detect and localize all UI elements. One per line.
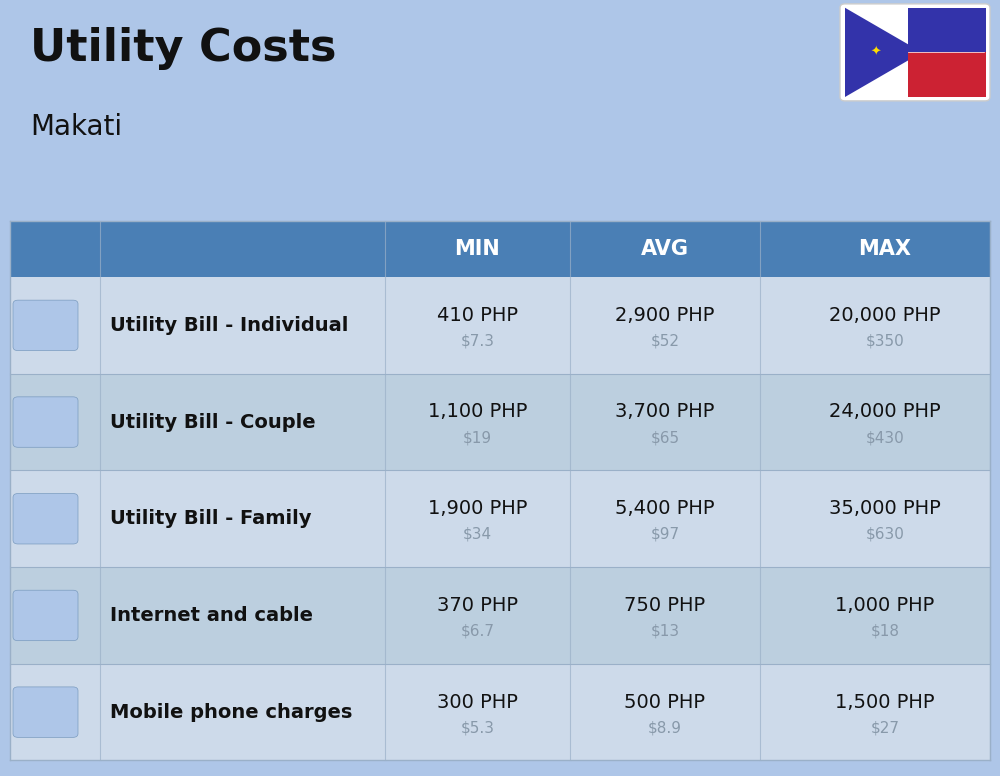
Text: $97: $97: [650, 527, 680, 542]
Text: $6.7: $6.7: [460, 623, 494, 639]
Text: $5.3: $5.3: [460, 720, 494, 735]
Text: Mobile phone charges: Mobile phone charges: [110, 702, 352, 722]
Text: MAX: MAX: [858, 239, 912, 259]
Text: Utility Bill - Family: Utility Bill - Family: [110, 509, 312, 528]
Text: ✦: ✦: [871, 46, 881, 59]
Text: 2,900 PHP: 2,900 PHP: [615, 306, 715, 325]
Text: 410 PHP: 410 PHP: [437, 306, 518, 325]
Text: AVG: AVG: [641, 239, 689, 259]
FancyBboxPatch shape: [13, 397, 78, 447]
Text: 1,100 PHP: 1,100 PHP: [428, 403, 527, 421]
Text: 1,900 PHP: 1,900 PHP: [428, 499, 527, 518]
Text: Utility Bill - Individual: Utility Bill - Individual: [110, 316, 348, 335]
Text: Utility Bill - Couple: Utility Bill - Couple: [110, 413, 316, 431]
Text: 3,700 PHP: 3,700 PHP: [615, 403, 715, 421]
FancyBboxPatch shape: [13, 591, 78, 641]
Text: 750 PHP: 750 PHP: [624, 596, 706, 615]
FancyBboxPatch shape: [908, 53, 986, 97]
Text: 20,000 PHP: 20,000 PHP: [829, 306, 941, 325]
Text: $18: $18: [870, 623, 900, 639]
Text: Makati: Makati: [30, 113, 122, 140]
FancyBboxPatch shape: [10, 277, 990, 374]
Text: Internet and cable: Internet and cable: [110, 606, 313, 625]
Polygon shape: [845, 8, 922, 97]
Text: $350: $350: [866, 334, 904, 348]
Text: $13: $13: [650, 623, 680, 639]
FancyBboxPatch shape: [13, 300, 78, 351]
FancyBboxPatch shape: [13, 494, 78, 544]
Text: 370 PHP: 370 PHP: [437, 596, 518, 615]
Text: $19: $19: [463, 430, 492, 445]
FancyBboxPatch shape: [10, 470, 990, 567]
Text: $430: $430: [866, 430, 904, 445]
Text: 300 PHP: 300 PHP: [437, 692, 518, 712]
Text: $65: $65: [650, 430, 680, 445]
FancyBboxPatch shape: [840, 4, 990, 101]
Text: MIN: MIN: [455, 239, 500, 259]
Text: Utility Costs: Utility Costs: [30, 27, 336, 70]
Text: $630: $630: [866, 527, 904, 542]
FancyBboxPatch shape: [908, 8, 986, 53]
Text: 35,000 PHP: 35,000 PHP: [829, 499, 941, 518]
Text: $7.3: $7.3: [460, 334, 494, 348]
Text: 1,000 PHP: 1,000 PHP: [835, 596, 935, 615]
FancyBboxPatch shape: [10, 374, 990, 470]
Text: $52: $52: [650, 334, 679, 348]
Text: $34: $34: [463, 527, 492, 542]
Text: 5,400 PHP: 5,400 PHP: [615, 499, 715, 518]
FancyBboxPatch shape: [10, 663, 990, 760]
FancyBboxPatch shape: [10, 221, 990, 277]
Text: 1,500 PHP: 1,500 PHP: [835, 692, 935, 712]
Text: $8.9: $8.9: [648, 720, 682, 735]
FancyBboxPatch shape: [13, 687, 78, 737]
Text: 500 PHP: 500 PHP: [624, 692, 705, 712]
Text: 24,000 PHP: 24,000 PHP: [829, 403, 941, 421]
FancyBboxPatch shape: [10, 567, 990, 663]
Text: $27: $27: [870, 720, 900, 735]
